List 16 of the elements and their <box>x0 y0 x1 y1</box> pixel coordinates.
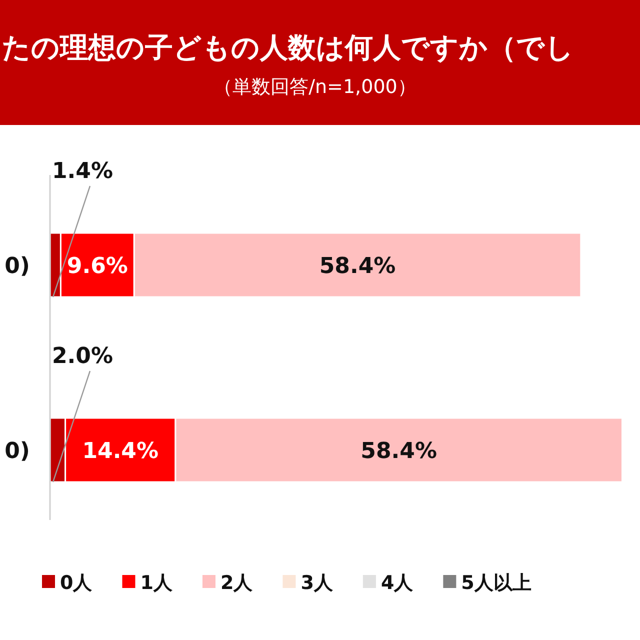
data-label: 58.4% <box>319 254 396 279</box>
legend-label: 3人 <box>300 572 334 594</box>
data-label: 1.4% <box>52 159 114 184</box>
legend-label: 5人以上 <box>461 572 532 594</box>
legend-label: 2人 <box>220 572 254 594</box>
data-label: 2.0% <box>52 344 114 369</box>
legend-label: 4人 <box>380 572 414 594</box>
legend-label: 0人 <box>60 572 94 594</box>
data-label: 9.6% <box>66 254 128 279</box>
y-tick-label: 0) <box>4 254 30 279</box>
data-label: 58.4% <box>360 439 438 464</box>
chart-title: たの理想の子どもの人数は何人ですか（でし <box>2 31 574 64</box>
legend-label: 1人 <box>140 572 174 594</box>
data-label: 14.4% <box>82 439 159 464</box>
chart-subtitle: （単数回答/n=1,000） <box>214 76 416 98</box>
y-tick-label: 0) <box>4 439 30 464</box>
